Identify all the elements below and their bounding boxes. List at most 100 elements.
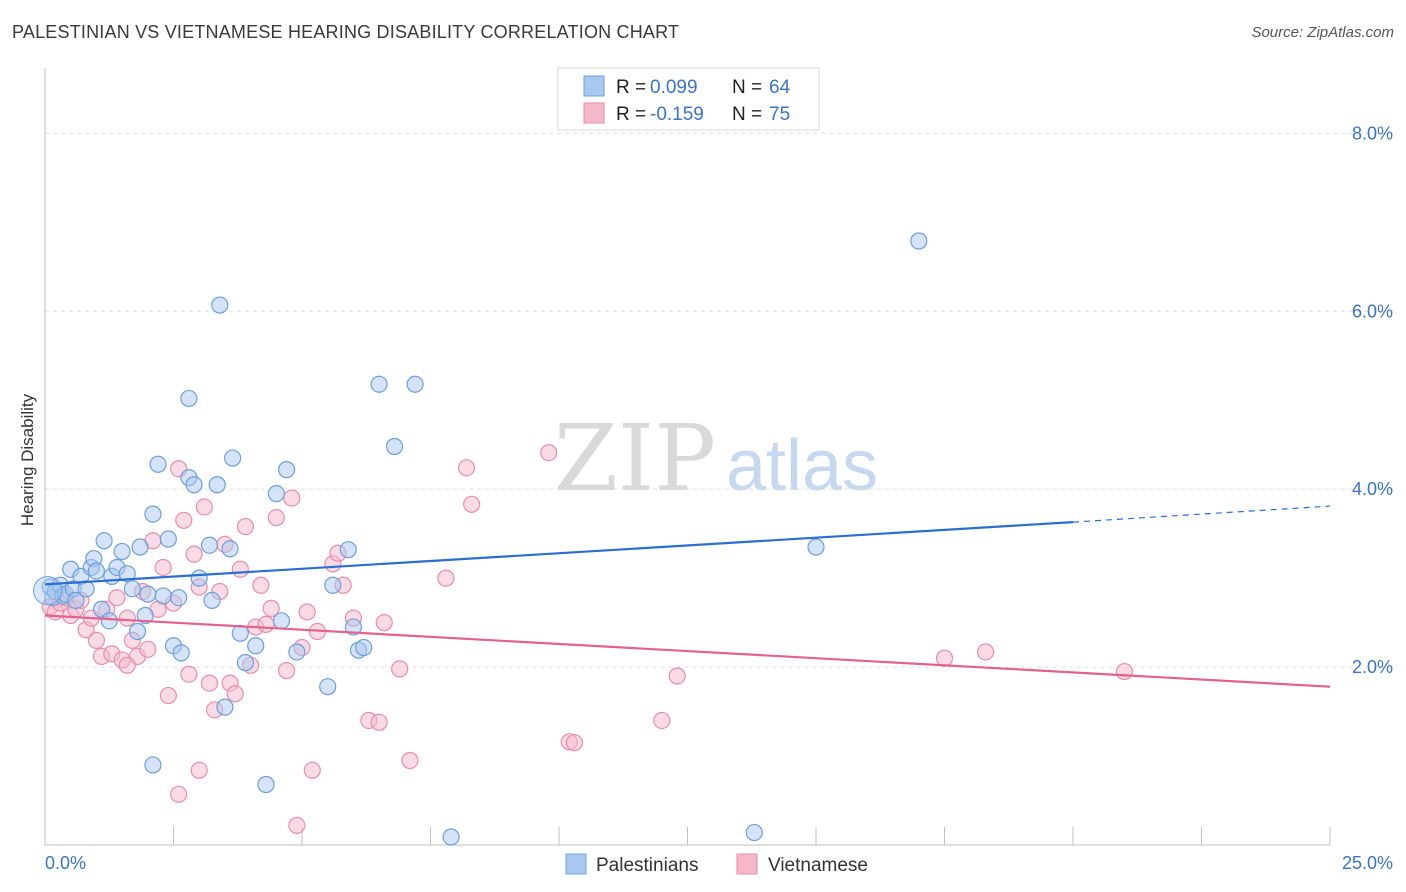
x-tick-label-min: 0.0%: [45, 853, 86, 873]
watermark-zip: ZIP: [554, 405, 716, 512]
palestinian-point: [257, 775, 275, 794]
chart-title: PALESTINIAN VS VIETNAMESE HEARING DISABI…: [12, 22, 680, 42]
palestinian-point: [208, 476, 226, 494]
vietnamese-point: [139, 640, 157, 658]
vietnamese-point: [298, 603, 316, 621]
vietnamese-point: [262, 599, 280, 617]
palestinian-point: [144, 505, 162, 523]
vietnamese-point: [170, 785, 188, 803]
vietnamese-point: [200, 674, 219, 692]
palestinian-point: [139, 585, 157, 603]
palestinian-point: [190, 569, 208, 587]
palestinian-point: [149, 455, 167, 473]
palestinian-point: [272, 612, 291, 630]
vietnamese-point: [283, 489, 301, 507]
vietnamese-point: [277, 662, 296, 680]
palestinian-point: [344, 618, 362, 636]
chart-source: Source: ZipAtlas.com: [1251, 24, 1394, 41]
vietnamese-point: [565, 734, 584, 752]
stats-r-value: -0.159: [650, 104, 704, 125]
palestinian-point: [236, 654, 255, 672]
palestinian-point: [211, 296, 229, 314]
vietnamese-point: [370, 713, 388, 731]
palestinian-point: [200, 536, 219, 554]
palestinian-point: [385, 437, 404, 456]
vietnamese-point: [935, 649, 954, 667]
palestinian-point: [128, 622, 147, 641]
vietnamese-point: [288, 816, 306, 835]
palestinian-point: [159, 530, 177, 548]
vietnamese-point: [159, 686, 177, 705]
stats-n-label: N =: [732, 77, 762, 98]
vietnamese-point: [118, 656, 136, 674]
vietnamese-point: [226, 685, 244, 703]
palestinian-point: [224, 449, 242, 467]
palestinians-series: [41, 232, 928, 846]
palestinian-point: [355, 638, 373, 657]
vietnamese-point: [303, 761, 321, 779]
vietnamese-point: [231, 560, 249, 578]
palestinian-point: [87, 562, 106, 580]
stats-n-value: 75: [769, 104, 790, 125]
palestinian-point: [339, 541, 357, 559]
stats-box: R = 0.099 N = 64 R = -0.159 N = 75: [557, 67, 820, 131]
legend-swatch-palestinians: [565, 853, 587, 875]
vietnamese-point: [457, 459, 476, 477]
palestinian-point: [95, 532, 113, 550]
palestinian-point: [910, 232, 928, 250]
legend-swatch-vietnamese: [736, 853, 758, 875]
y-tick-label: 8.0%: [1352, 123, 1393, 143]
vietnamese-point: [375, 614, 393, 632]
palestinian-point: [324, 576, 342, 594]
vietnamese-point: [437, 569, 455, 587]
palestinian-point: [67, 591, 85, 609]
vietnamese-point: [391, 660, 409, 678]
palestinian-point: [144, 756, 162, 774]
palestinian-point: [370, 375, 388, 393]
palestinian-point: [221, 540, 239, 558]
palestinian-point: [136, 606, 154, 625]
stats-n-label: N =: [732, 104, 762, 125]
stats-r-label: R =: [616, 77, 646, 98]
palestinian-point: [180, 389, 198, 408]
stats-swatch-pink: [583, 102, 605, 124]
vietnamese-point: [185, 545, 203, 563]
vietnamese-point: [236, 517, 255, 536]
palestinian-point: [807, 538, 825, 556]
vietnamese-point: [668, 667, 686, 685]
vietnamese-point: [1115, 662, 1134, 681]
palestinian-point: [113, 542, 131, 561]
palestinian-point: [118, 565, 136, 583]
vietnamese-point: [257, 615, 275, 633]
stats-n-value: 64: [769, 77, 791, 98]
legend: Palestinians Vietnamese: [565, 853, 868, 876]
palestinians-trend-line: [44, 521, 1074, 586]
palestinian-point: [100, 612, 118, 630]
vietnamese-point: [118, 609, 136, 627]
palestinian-point: [288, 643, 306, 661]
vietnamese-point: [180, 665, 198, 683]
palestinian-point: [267, 485, 285, 503]
palestinian-point: [247, 637, 265, 655]
palestinian-cluster-point: [33, 576, 63, 606]
palestinian-point: [442, 828, 460, 846]
palestinian-point: [203, 591, 221, 609]
palestinian-point: [185, 476, 203, 494]
vietnamese-point: [463, 495, 481, 513]
vietnamese-point: [977, 643, 995, 661]
legend-label-palestinians: Palestinians: [596, 855, 698, 876]
vietnamese-point: [175, 511, 193, 529]
vietnamese-point: [87, 631, 106, 650]
vietnamese-point: [154, 558, 172, 577]
palestinian-point: [131, 538, 149, 556]
palestinian-point: [319, 678, 337, 696]
palestinian-point: [406, 375, 424, 393]
vietnamese-point: [267, 509, 285, 527]
vietnamese-point: [195, 498, 213, 516]
vietnamese-point: [401, 751, 419, 770]
palestinian-point: [123, 580, 141, 598]
palestinian-point: [172, 644, 190, 662]
palestinian-point: [216, 698, 234, 716]
palestinian-point: [277, 461, 296, 479]
